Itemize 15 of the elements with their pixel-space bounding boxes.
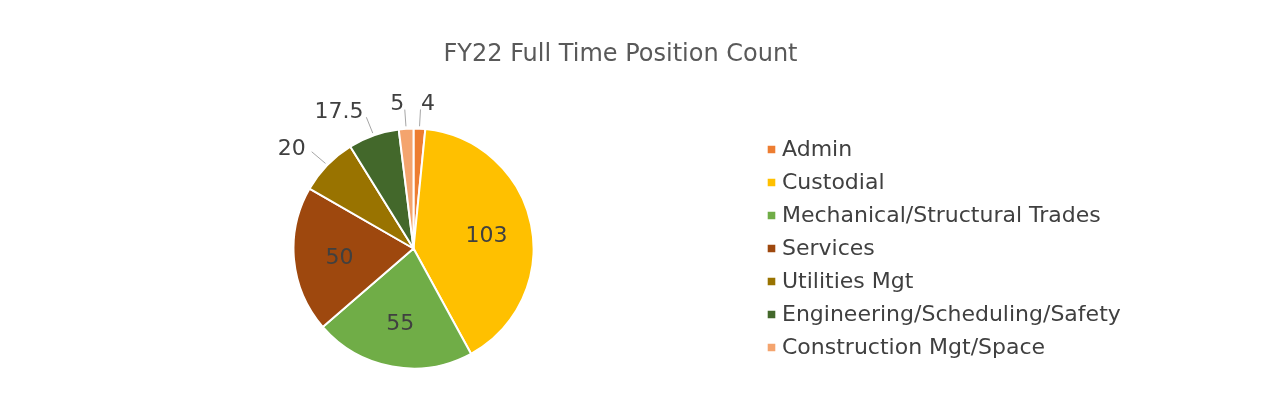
legend-label: Custodial xyxy=(782,169,885,194)
data-label: 5 xyxy=(390,90,405,116)
data-label: 17.5 xyxy=(314,98,364,124)
legend-label: Admin xyxy=(782,136,853,161)
data-label: 50 xyxy=(325,243,354,269)
data-label: 4 xyxy=(420,90,435,116)
data-label: 20 xyxy=(277,134,306,160)
data-label: 103 xyxy=(465,221,508,247)
legend-label: Mechanical/Structural Trades xyxy=(782,202,1101,227)
data-label: 55 xyxy=(386,309,415,335)
legend-label: Construction Mgt/Space xyxy=(782,334,1046,359)
legend-label: Services xyxy=(782,235,875,260)
chart-title: FY22 Full Time Position Count xyxy=(443,38,798,67)
legend-label: Engineering/Scheduling/Safety xyxy=(782,301,1121,326)
legend-label: Utilities Mgt xyxy=(782,268,914,293)
